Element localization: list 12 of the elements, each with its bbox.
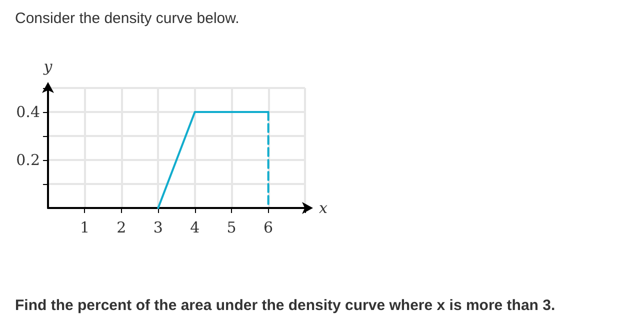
x-tick-label: 2 [116, 218, 126, 236]
y-axis-title: y [42, 58, 53, 76]
y-tick-label: 0.4 [16, 103, 40, 121]
x-tick-label: 4 [190, 218, 200, 236]
chart-title: Consider the density curve below. [15, 10, 240, 27]
y-tick-label: 0.2 [16, 151, 40, 169]
x-tick-label: 3 [153, 218, 163, 236]
x-tick-label: 1 [80, 218, 90, 236]
x-tick-label: 6 [264, 218, 274, 236]
x-tick-label: 5 [226, 218, 236, 236]
x-axis-title: x [319, 199, 328, 217]
text: Find the percent of the area under the density curve where x is more than 3. [15, 297, 556, 314]
